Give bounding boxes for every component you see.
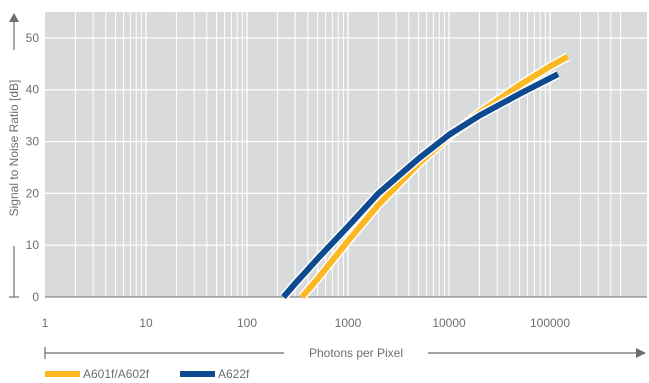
tick-labels: 1 10 100 1000 10000 100000 0 10 20 30 40 50 [26, 31, 571, 330]
y-tick-label: 20 [26, 186, 40, 200]
y-tick-label: 0 [32, 290, 39, 304]
y-axis-title: Signal to Noise Ratio [dB] [7, 80, 21, 217]
y-axis: Signal to Noise Ratio [dB] [7, 13, 21, 298]
series-layer [280, 52, 570, 300]
legend-swatch-a622f [180, 371, 215, 377]
grid [45, 12, 647, 298]
x-axis-title: Photons per Pixel [309, 346, 403, 360]
y-tick-label: 30 [26, 135, 40, 149]
legend-label-a601f: A601f/A602f [83, 367, 150, 381]
legend-swatch-a601f [45, 371, 80, 377]
y-tick-label: 50 [26, 31, 40, 45]
legend-label-a622f: A622f [218, 367, 250, 381]
x-tick-label: 100 [237, 316, 257, 330]
legend: A601f/A602f A622f [45, 367, 250, 381]
x-tick-label: 10 [139, 316, 153, 330]
x-axis-arrow-icon [636, 348, 646, 358]
x-tick-label: 10000 [432, 316, 466, 330]
y-tick-label: 10 [26, 238, 40, 252]
x-tick-label: 1000 [335, 316, 362, 330]
y-tick-label: 40 [26, 83, 40, 97]
x-tick-label: 100000 [530, 316, 570, 330]
y-axis-arrow-icon [9, 13, 19, 22]
x-axis: Photons per Pixel [44, 346, 646, 360]
series-line-1 [281, 71, 560, 299]
x-tick-label: 1 [42, 316, 49, 330]
plot-area [45, 12, 647, 297]
